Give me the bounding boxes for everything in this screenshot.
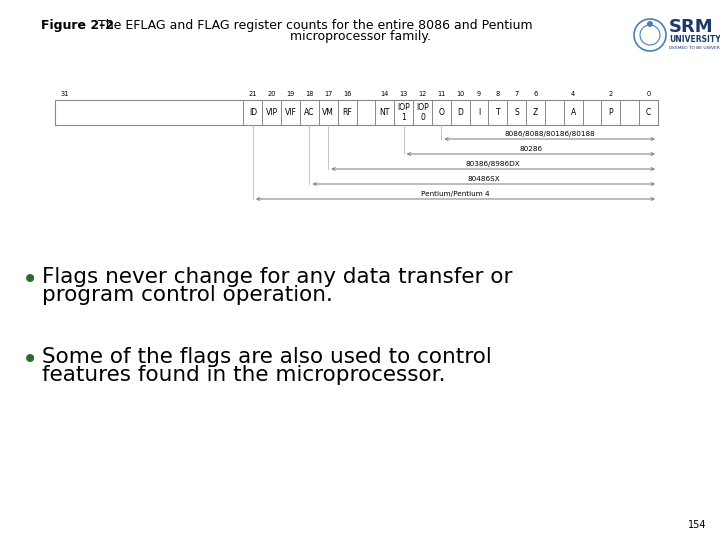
Text: Figure 2–2: Figure 2–2 bbox=[41, 19, 114, 32]
Text: IOP
1: IOP 1 bbox=[397, 104, 410, 122]
Text: T: T bbox=[495, 108, 500, 117]
Text: I: I bbox=[478, 108, 480, 117]
Text: 19: 19 bbox=[287, 91, 294, 97]
Text: 16: 16 bbox=[343, 91, 351, 97]
Text: IOP
0: IOP 0 bbox=[416, 104, 429, 122]
Text: 10: 10 bbox=[456, 91, 464, 97]
Text: 8: 8 bbox=[495, 91, 500, 97]
Text: 0: 0 bbox=[647, 91, 651, 97]
Text: 7: 7 bbox=[515, 91, 519, 97]
Text: •: • bbox=[22, 266, 38, 294]
Text: 9: 9 bbox=[477, 91, 481, 97]
Text: D: D bbox=[457, 108, 463, 117]
Text: 17: 17 bbox=[324, 91, 333, 97]
Text: 80486SX: 80486SX bbox=[467, 176, 500, 182]
Text: features found in the microprocessor.: features found in the microprocessor. bbox=[42, 365, 446, 385]
Text: Pentium/Pentium 4: Pentium/Pentium 4 bbox=[421, 191, 490, 197]
Text: VIP: VIP bbox=[266, 108, 278, 117]
Text: Flags never change for any data transfer or: Flags never change for any data transfer… bbox=[42, 267, 513, 287]
Text: •: • bbox=[22, 346, 38, 374]
Text: 18: 18 bbox=[305, 91, 314, 97]
Text: 2: 2 bbox=[609, 91, 613, 97]
Bar bbox=[55, 100, 658, 125]
Text: Z: Z bbox=[533, 108, 538, 117]
Text: SRM: SRM bbox=[669, 18, 714, 36]
Text: C: C bbox=[646, 108, 651, 117]
Text: NT: NT bbox=[379, 108, 390, 117]
Text: program control operation.: program control operation. bbox=[42, 285, 333, 305]
Text: 154: 154 bbox=[688, 520, 706, 530]
Text: 80386/8986DX: 80386/8986DX bbox=[466, 161, 521, 167]
Text: 14: 14 bbox=[381, 91, 389, 97]
Text: RF: RF bbox=[342, 108, 352, 117]
Text: The EFLAG and FLAG register counts for the entire 8086 and Pentium: The EFLAG and FLAG register counts for t… bbox=[90, 19, 533, 32]
Text: 20: 20 bbox=[267, 91, 276, 97]
Text: AC: AC bbox=[305, 108, 315, 117]
Text: 12: 12 bbox=[418, 91, 427, 97]
Text: VM: VM bbox=[323, 108, 334, 117]
Circle shape bbox=[647, 21, 653, 27]
Text: 31: 31 bbox=[60, 91, 68, 97]
Text: P: P bbox=[608, 108, 613, 117]
Text: UNIVERSITY: UNIVERSITY bbox=[669, 36, 720, 44]
Text: 11: 11 bbox=[437, 91, 446, 97]
Text: VIF: VIF bbox=[284, 108, 297, 117]
Text: A: A bbox=[570, 108, 576, 117]
Text: 21: 21 bbox=[248, 91, 257, 97]
Text: DEEMED TO BE UNIVERSITY U/S 3 OF UGC ACT, 1956: DEEMED TO BE UNIVERSITY U/S 3 OF UGC ACT… bbox=[669, 46, 720, 50]
Text: 6: 6 bbox=[534, 91, 538, 97]
Text: 4: 4 bbox=[571, 91, 575, 97]
Text: 13: 13 bbox=[400, 91, 408, 97]
Text: 80286: 80286 bbox=[519, 146, 542, 152]
Text: Some of the flags are also used to control: Some of the flags are also used to contr… bbox=[42, 347, 492, 367]
Text: S: S bbox=[514, 108, 519, 117]
Text: O: O bbox=[438, 108, 444, 117]
Text: 8086/8088/80186/80188: 8086/8088/80186/80188 bbox=[504, 131, 595, 137]
Text: ID: ID bbox=[249, 108, 257, 117]
Text: microprocessor family.: microprocessor family. bbox=[289, 30, 431, 43]
